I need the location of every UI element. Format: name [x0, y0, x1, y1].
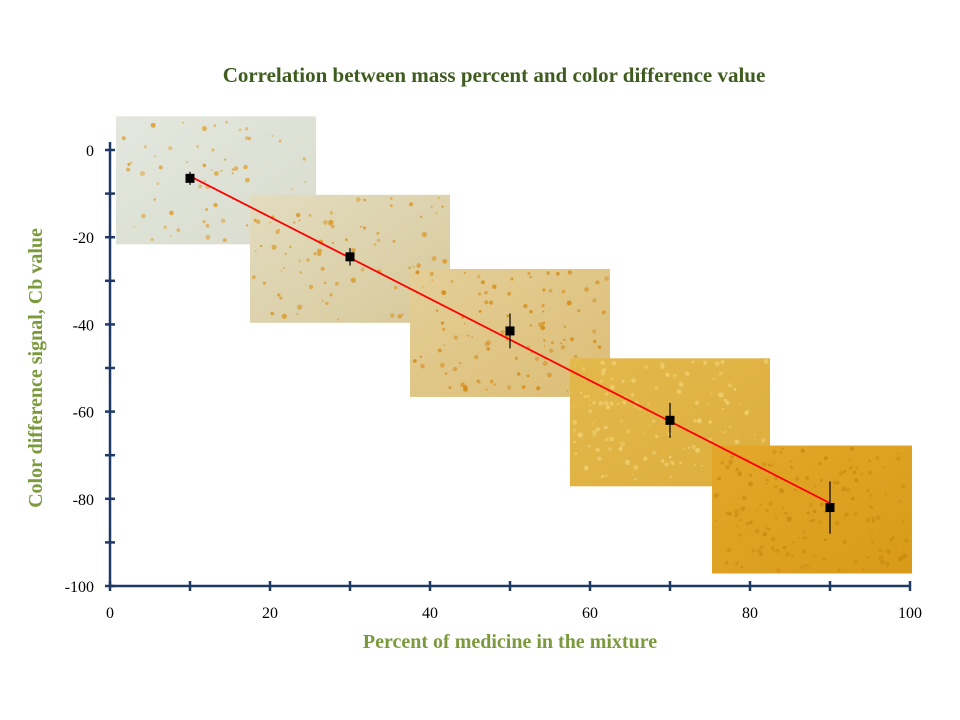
x-tick-label: 80	[742, 605, 758, 622]
x-tick-label: 100	[898, 605, 922, 622]
y-tick-label: -80	[73, 492, 94, 509]
sample-photo-10	[116, 116, 316, 245]
sample-photo-90	[712, 445, 912, 574]
data-point	[665, 415, 675, 425]
x-tick-label: 40	[422, 605, 438, 622]
data-point	[825, 503, 835, 513]
x-axis-label: Percent of medicine in the mixture	[363, 631, 657, 653]
y-tick-label: -20	[73, 230, 94, 247]
y-tick-label: 0	[86, 143, 94, 160]
x-tick-label: 20	[262, 605, 278, 622]
y-tick-label: -60	[73, 405, 94, 422]
chart-title: Correlation between mass percent and col…	[223, 63, 766, 87]
data-point	[185, 173, 195, 183]
y-axis-label: Color difference signal, Cb value	[25, 228, 47, 508]
x-tick-label: 60	[582, 605, 598, 622]
y-tick-label: -40	[73, 317, 94, 334]
data-point	[505, 326, 515, 336]
x-tick-label: 0	[106, 605, 114, 622]
data-point	[345, 252, 355, 262]
y-tick-label: -100	[65, 579, 94, 596]
